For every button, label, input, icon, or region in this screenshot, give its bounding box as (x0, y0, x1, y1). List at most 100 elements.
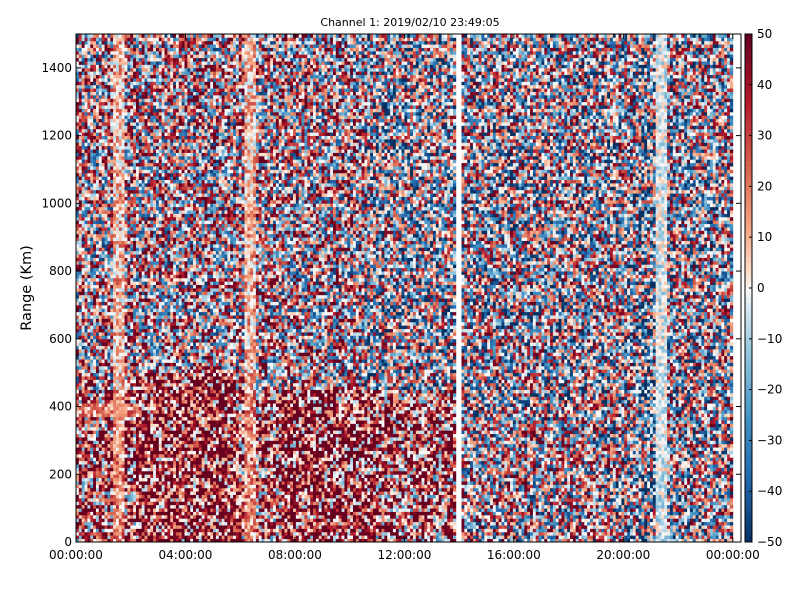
heatmap-cell (142, 346, 145, 350)
heatmap-cell (130, 244, 133, 248)
heatmap-cell (96, 159, 99, 163)
heatmap-cell (139, 278, 142, 282)
heatmap-cell (90, 332, 93, 336)
heatmap-cell (87, 373, 90, 377)
heatmap-cell (167, 512, 170, 516)
heatmap-cell (159, 488, 162, 492)
heatmap-cell (90, 261, 93, 265)
heatmap-cell (133, 386, 136, 390)
heatmap-cell (150, 102, 153, 106)
heatmap-cell (113, 227, 116, 231)
heatmap-cell (145, 346, 148, 350)
heatmap-cell (127, 451, 130, 455)
heatmap-cell (99, 532, 102, 536)
heatmap-cell (122, 261, 125, 265)
heatmap-cell (105, 61, 108, 65)
heatmap-cell (122, 288, 125, 292)
heatmap-cell (116, 491, 119, 495)
heatmap-cell (99, 369, 102, 373)
heatmap-cell (79, 102, 82, 106)
heatmap-cell (122, 112, 125, 116)
heatmap-cell (116, 261, 119, 265)
heatmap-cell (136, 495, 139, 499)
heatmap-cell (170, 512, 173, 516)
heatmap-cell (127, 234, 130, 238)
heatmap-cell (116, 176, 119, 180)
heatmap-cell (105, 488, 108, 492)
heatmap-cell (119, 525, 122, 529)
heatmap-cell (127, 440, 130, 444)
heatmap-cell (139, 217, 142, 221)
heatmap-cell (153, 237, 156, 241)
heatmap-cell (127, 105, 130, 109)
heatmap-cell (133, 467, 136, 471)
heatmap-cell (113, 430, 116, 434)
heatmap-cell (113, 505, 116, 509)
heatmap-cell (142, 159, 145, 163)
heatmap-cell (156, 61, 159, 65)
heatmap-cell (93, 478, 96, 482)
heatmap-cell (79, 112, 82, 116)
heatmap-cell (82, 237, 85, 241)
heatmap-cell (110, 407, 113, 411)
heatmap-cell (99, 440, 102, 444)
heatmap-cell (142, 342, 145, 346)
heatmap-cell (122, 335, 125, 339)
heatmap-cell (159, 156, 162, 160)
heatmap-cell (113, 332, 116, 336)
heatmap-cell (162, 37, 165, 41)
heatmap-cell (150, 139, 153, 143)
heatmap-cell (125, 329, 128, 333)
heatmap-cell (133, 417, 136, 421)
heatmap-cell (147, 163, 150, 167)
heatmap-cell (90, 430, 93, 434)
heatmap-cell (82, 142, 85, 146)
heatmap-cell (102, 298, 105, 302)
heatmap-cell (122, 298, 125, 302)
heatmap-cell (119, 379, 122, 383)
heatmap-cell (165, 78, 168, 82)
heatmap-cell (110, 501, 113, 505)
heatmap-cell (165, 230, 168, 234)
heatmap-cell (93, 298, 96, 302)
heatmap-cell (162, 247, 165, 251)
heatmap-cell (165, 95, 168, 99)
heatmap-cell (87, 437, 90, 441)
heatmap-cell (162, 237, 165, 241)
heatmap-cell (127, 467, 130, 471)
heatmap-cell (93, 444, 96, 448)
heatmap-cell (96, 512, 99, 516)
heatmap-cell (167, 237, 170, 241)
heatmap-cell (85, 41, 88, 45)
heatmap-cell (110, 515, 113, 519)
heatmap-cell (113, 98, 116, 102)
heatmap-cell (96, 92, 99, 96)
heatmap-cell (130, 75, 133, 79)
heatmap-cell (159, 386, 162, 390)
heatmap-cell (90, 352, 93, 356)
heatmap-cell (165, 417, 168, 421)
heatmap-cell (96, 217, 99, 221)
heatmap-cell (110, 464, 113, 468)
heatmap-cell (119, 210, 122, 214)
heatmap-cell (167, 169, 170, 173)
heatmap-cell (167, 366, 170, 370)
heatmap-cell (99, 366, 102, 370)
heatmap-cell (136, 525, 139, 529)
heatmap-cell (82, 522, 85, 526)
heatmap-cell (150, 488, 153, 492)
heatmap-cell (116, 461, 119, 465)
heatmap-cell (156, 318, 159, 322)
heatmap-cell (110, 376, 113, 380)
heatmap-cell (147, 217, 150, 221)
heatmap-cell (156, 444, 159, 448)
heatmap-cell (79, 325, 82, 329)
heatmap-cell (93, 153, 96, 157)
heatmap-cell (93, 454, 96, 458)
heatmap-cell (93, 75, 96, 79)
heatmap-cell (139, 332, 142, 336)
heatmap-cell (99, 51, 102, 55)
heatmap-cell (79, 54, 82, 58)
heatmap-cell (96, 413, 99, 417)
heatmap-cell (113, 234, 116, 238)
